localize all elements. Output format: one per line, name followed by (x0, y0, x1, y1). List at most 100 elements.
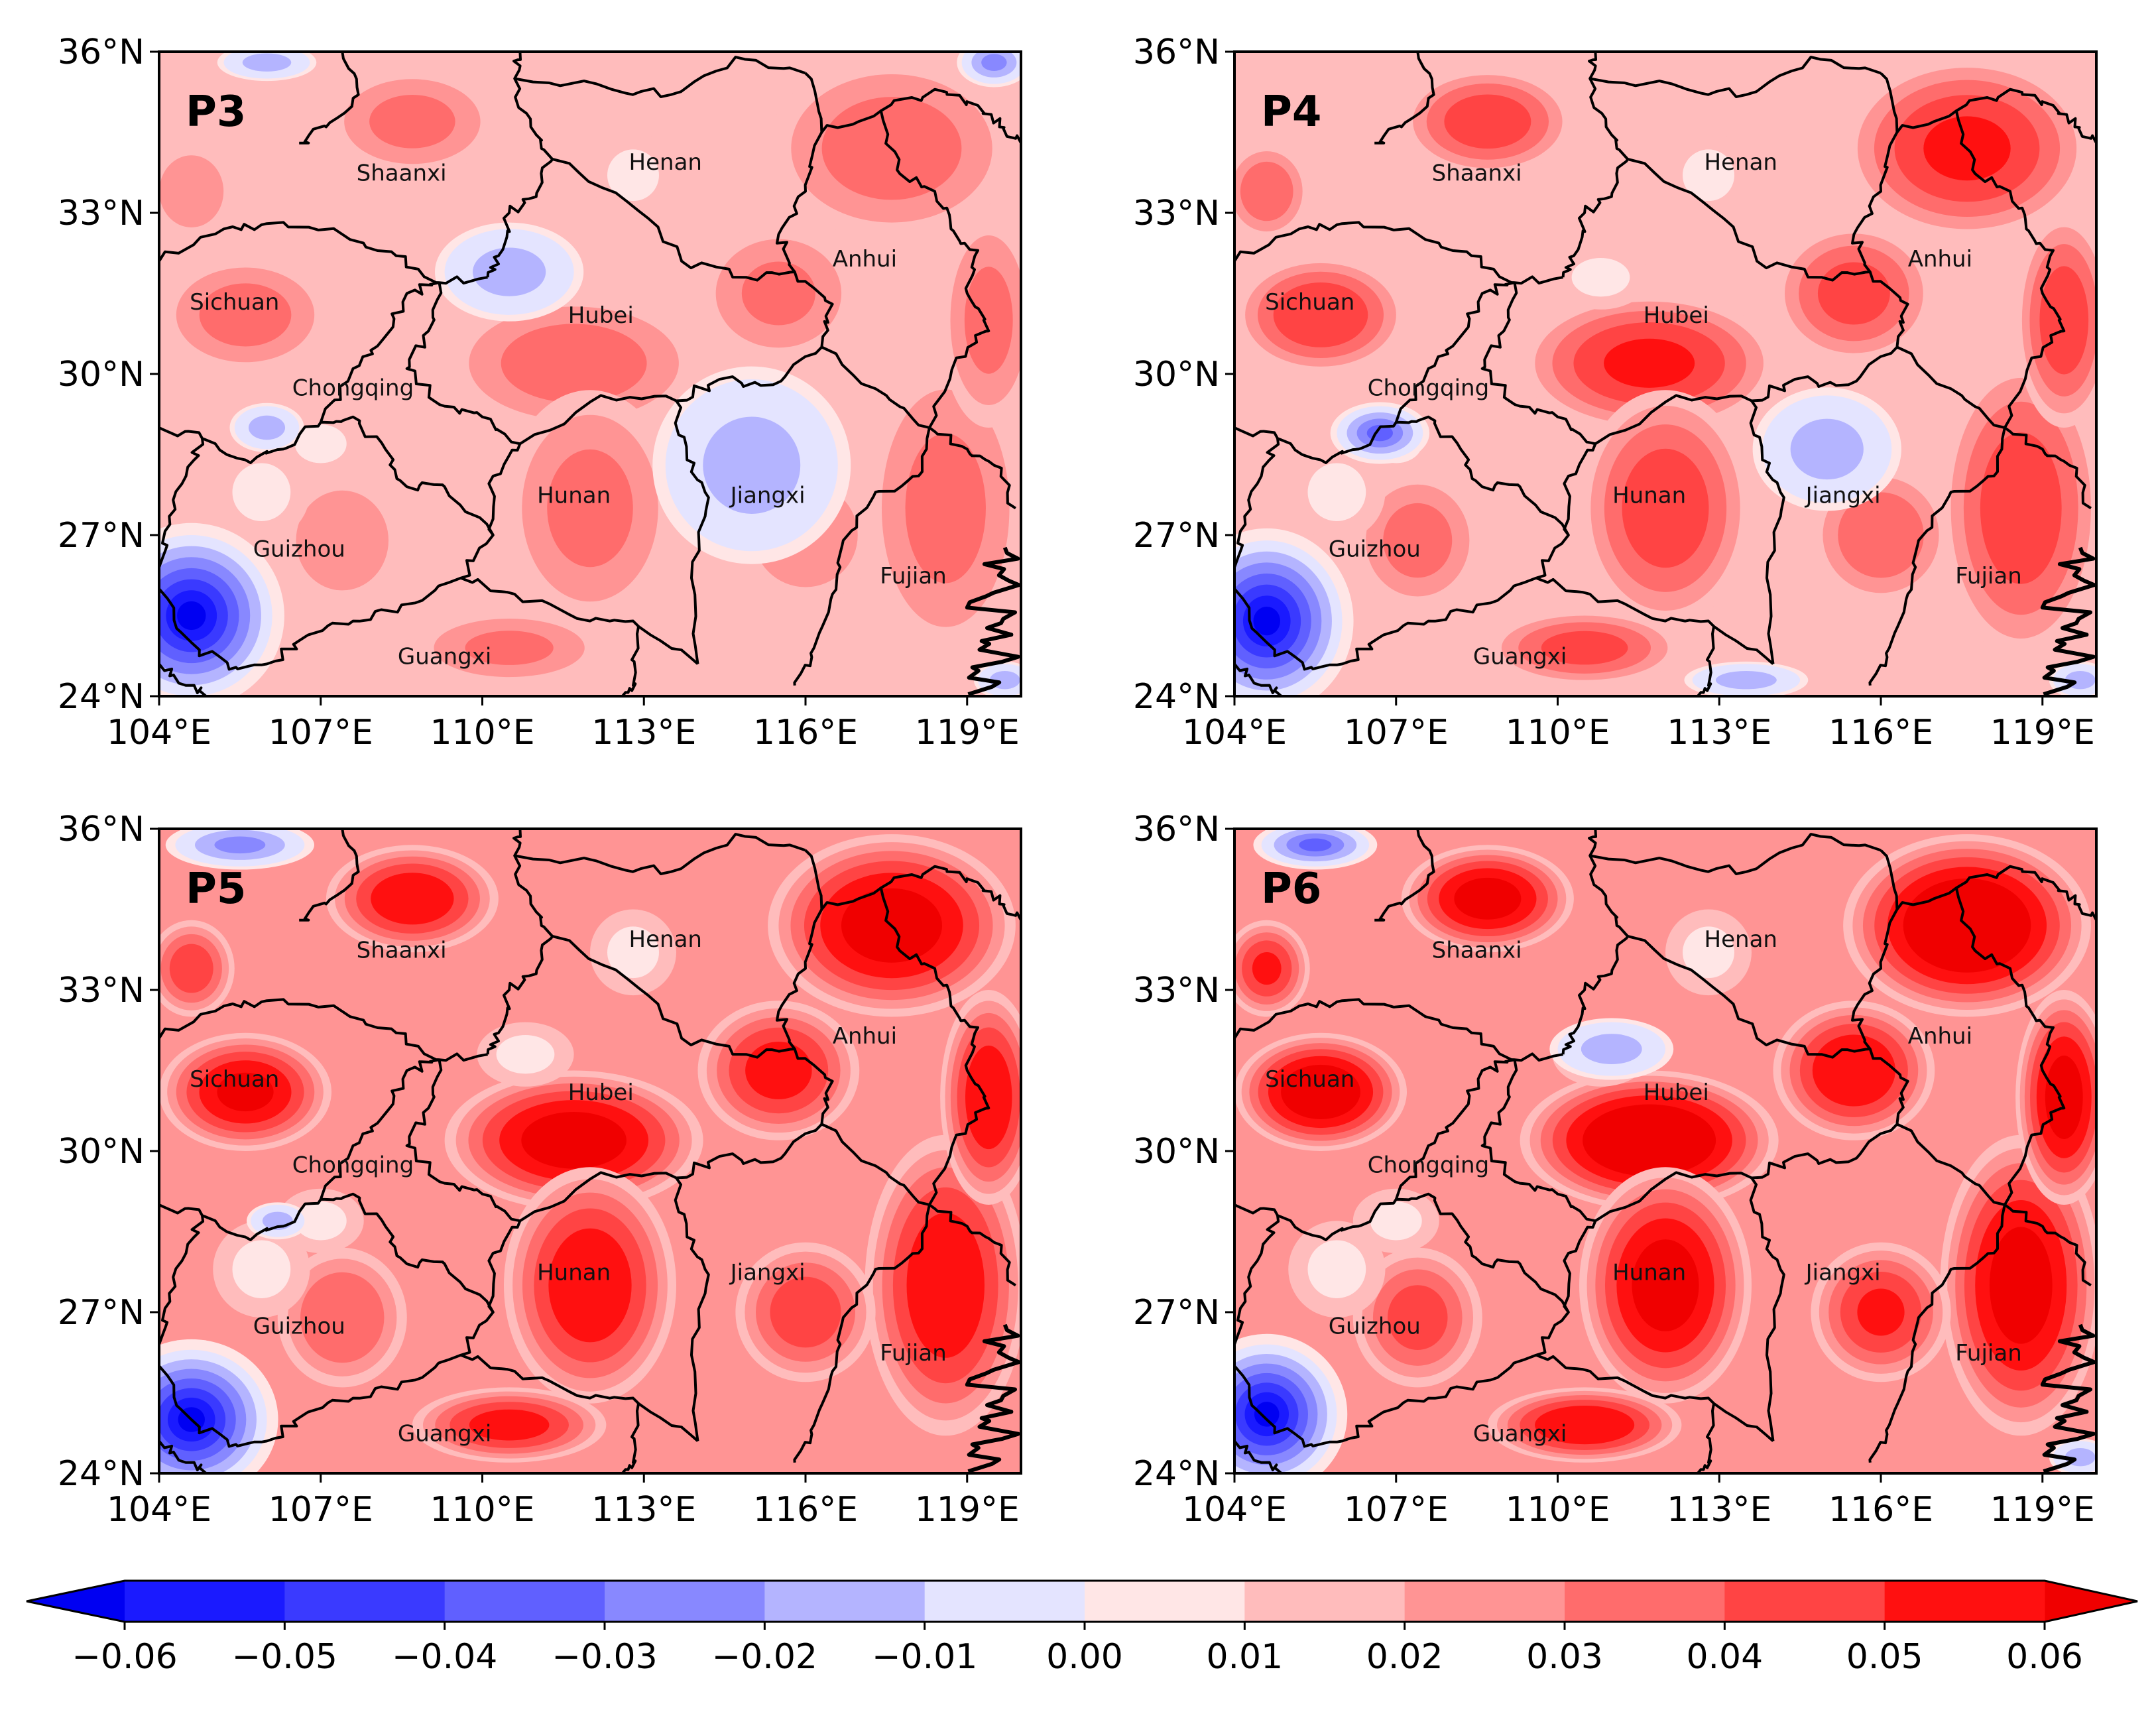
y-tick-label: 27°N (1133, 1293, 1220, 1333)
province-boundary (879, 887, 990, 1205)
positive-anomaly-contour (1857, 1288, 1905, 1336)
weak-anomaly-contour (1307, 463, 1366, 521)
province-label: Henan (629, 149, 702, 176)
positive-anomaly-contour (1632, 1239, 1699, 1331)
colorbar-tick-label: 0.01 (1206, 1637, 1283, 1677)
province-boundary (514, 833, 806, 875)
positive-anomaly-contour (465, 631, 554, 665)
province-boundary (1749, 1177, 1785, 1441)
colorbar-tick-label: 0.05 (1846, 1637, 1923, 1677)
x-tick-label: 113°E (1667, 713, 1771, 753)
map-panel: Shaanxi Henan Anhui Sichuan Hubei Chongqing Hu… (1133, 810, 2098, 1530)
colorbar-tick-label: −0.04 (392, 1637, 497, 1677)
positive-anomaly-contour (1252, 952, 1282, 985)
positive-anomaly-contour (1838, 492, 1924, 578)
x-tick-label: 113°E (591, 1490, 696, 1530)
province-boundary (159, 663, 213, 696)
province-boundary (928, 1203, 1016, 1287)
x-tick-label: 107°E (1344, 1490, 1449, 1530)
x-tick-label: 116°E (753, 713, 858, 753)
y-tick-label: 33°N (1133, 971, 1220, 1010)
province-boundary (1234, 1215, 1280, 1345)
province-label: Sichuan (1265, 1066, 1354, 1093)
positive-anomaly-contour (741, 261, 815, 326)
province-boundary (459, 1220, 699, 1442)
province-label: Jiangxi (729, 482, 806, 509)
province-boundaries (159, 52, 1021, 696)
colorbar-tick-label: −0.02 (712, 1637, 817, 1677)
map-panel: Shaanxi Henan Anhui Sichuan Hubei Chongqing Hu… (58, 32, 1022, 753)
province-boundaries (1234, 829, 2096, 1473)
colorbar-tick-label: 0.00 (1046, 1637, 1123, 1677)
province-boundary (1234, 576, 1537, 671)
positive-anomaly-contour (1444, 94, 1531, 149)
province-boundary (1697, 626, 1716, 696)
coastline (2040, 546, 2096, 696)
anomaly-field (159, 829, 1021, 1473)
colorbar: −0.06 −0.05 −0.04 −0.03 −0.02 −0.01 0.00 0.01 0.… (26, 1579, 2138, 1677)
colorbar-tick-label: 0.06 (2006, 1637, 2083, 1677)
province-boundary (514, 56, 806, 98)
x-tick-label: 116°E (753, 1490, 858, 1530)
province-label: Hubei (568, 302, 634, 329)
panel-label: P6 (1261, 865, 1321, 914)
province-label: Guangxi (1473, 1420, 1567, 1447)
negative-anomaly-contour (177, 601, 206, 631)
negative-anomaly-contour (1715, 670, 1777, 690)
province-boundary (319, 1058, 440, 1200)
province-boundary (319, 281, 440, 423)
province-label: Shaanxi (357, 937, 447, 963)
y-tick-label: 24°N (58, 1454, 145, 1494)
province-boundary (674, 1177, 710, 1441)
province-label: Hubei (568, 1079, 634, 1106)
positive-anomaly-contour (2039, 266, 2089, 375)
positive-anomaly-contour (1604, 1116, 1694, 1165)
province-label: Guangxi (398, 1420, 491, 1447)
x-tick-label: 119°E (1990, 1490, 2095, 1530)
province-label: Jiangxi (1805, 482, 1881, 509)
x-tick-label: 110°E (1505, 713, 1610, 753)
weak-anomaly-contour (607, 149, 659, 202)
panel-label: P5 (186, 865, 246, 914)
province-boundary (1954, 887, 2066, 1205)
weak-anomaly-contour (496, 1035, 555, 1074)
positive-anomaly-contour (1812, 1034, 1895, 1107)
y-tick-label: 36°N (1133, 32, 1220, 72)
map-panel: Shaanxi Henan Anhui Sichuan Hubei Chongqing Hu… (1133, 32, 2098, 753)
province-boundary (1374, 52, 1435, 145)
positive-anomaly-contour (2045, 1056, 2083, 1139)
positive-anomaly-contour (745, 1042, 812, 1099)
weak-anomaly-contour (1307, 1240, 1366, 1298)
positive-anomaly-contour (296, 490, 389, 591)
province-label: Anhui (1908, 246, 1972, 273)
y-tick-label: 30°N (58, 1132, 145, 1172)
colorbar-tick-label: 0.02 (1366, 1637, 1443, 1677)
province-boundary (793, 345, 931, 686)
panel-label: P4 (1261, 88, 1321, 137)
province-boundary (621, 626, 640, 696)
province-boundary (1535, 1220, 1774, 1442)
y-tick-label: 33°N (1133, 194, 1220, 233)
province-label: Chongqing (292, 375, 414, 401)
province-label: Anhui (833, 1023, 897, 1050)
negative-anomaly-contour (1254, 1402, 1280, 1427)
province-label: Fujian (880, 563, 947, 589)
positive-anomaly-contour (1454, 877, 1522, 920)
province-boundary (674, 400, 710, 664)
anomaly-field (159, 52, 1021, 696)
province-label: Sichuan (1265, 289, 1354, 316)
province-label: Guangxi (1473, 643, 1567, 670)
x-tick-label: 104°E (107, 713, 211, 753)
positive-anomaly-contour (906, 1213, 985, 1358)
province-boundary (1561, 829, 1630, 1055)
positive-anomaly-contour (547, 449, 633, 568)
province-label: Jiangxi (729, 1259, 806, 1286)
positive-anomaly-contour (1622, 448, 1709, 568)
positive-anomaly-contour (199, 283, 292, 347)
positive-anomaly-contour (300, 1272, 385, 1363)
negative-anomaly-contour (473, 247, 546, 296)
province-boundary (820, 865, 1021, 921)
colorbar-extend-low (27, 1581, 125, 1622)
x-tick-label: 107°E (1344, 713, 1449, 753)
negative-anomaly-contour (1253, 606, 1281, 636)
